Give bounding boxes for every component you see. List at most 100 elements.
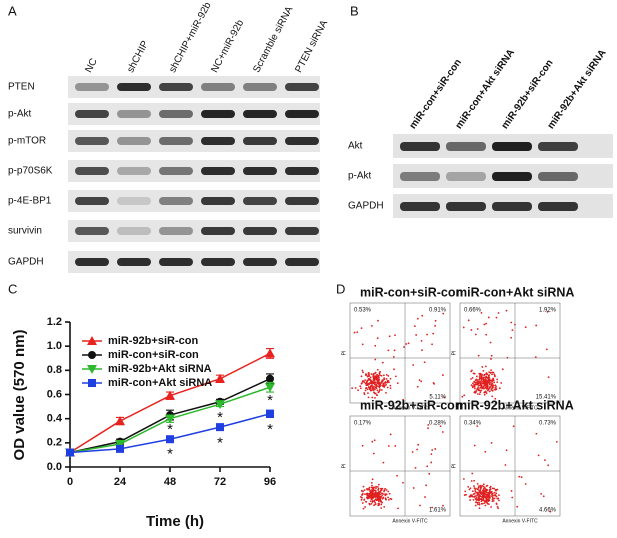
dot: [475, 375, 478, 378]
dot: [479, 384, 482, 387]
dot: [463, 394, 466, 397]
band: [446, 202, 486, 211]
dot: [396, 382, 399, 385]
quadrant-value: 4.66%: [539, 508, 557, 514]
quadrant-value: 1.92%: [539, 308, 557, 314]
dot: [535, 324, 538, 327]
band: [446, 172, 486, 181]
y-tick-label: 1.2: [47, 316, 62, 328]
marker: [115, 416, 125, 426]
dot: [474, 490, 477, 493]
dot: [498, 494, 500, 497]
dot: [478, 503, 481, 506]
dot: [421, 314, 424, 317]
dot: [385, 377, 388, 380]
dot: [364, 389, 367, 392]
dot: [383, 493, 385, 496]
dot: [468, 495, 471, 498]
dot: [363, 393, 366, 396]
quadrant-value: 0.34%: [464, 421, 482, 427]
dot: [486, 386, 489, 389]
dot: [374, 371, 377, 374]
y-tick-label: 0.4: [47, 413, 63, 425]
marker: [116, 444, 124, 453]
band: [538, 142, 578, 151]
dot: [520, 476, 523, 479]
dot: [479, 372, 482, 375]
dot: [483, 373, 486, 376]
band: [75, 83, 109, 91]
dot: [386, 386, 389, 389]
quadrant-value: 0.66%: [464, 308, 482, 314]
band: [538, 202, 578, 211]
dot: [491, 382, 494, 385]
dot: [384, 487, 387, 490]
dot: [359, 385, 362, 388]
dot: [487, 316, 490, 319]
dot: [494, 384, 497, 387]
dot: [376, 496, 379, 499]
marker: [66, 448, 74, 457]
dot: [430, 461, 433, 464]
dot: [474, 333, 477, 336]
dot: [385, 391, 387, 394]
dot: [462, 478, 465, 480]
band: [117, 83, 151, 91]
blot-strip: [68, 220, 320, 242]
dot: [486, 385, 489, 387]
dot: [357, 389, 359, 392]
dot: [387, 490, 390, 493]
dot: [494, 397, 497, 400]
dot: [360, 498, 363, 501]
dot: [372, 495, 375, 498]
dot: [377, 483, 380, 486]
dot: [493, 373, 496, 376]
dot: [483, 380, 486, 383]
dot: [378, 382, 381, 385]
row-label: GAPDH: [348, 201, 384, 212]
legend-label: miR-con+siR-con: [108, 349, 199, 361]
dot: [374, 396, 376, 399]
dot: [434, 325, 437, 327]
band: [285, 197, 319, 205]
dot: [403, 346, 405, 348]
dot: [490, 387, 493, 390]
marker: [87, 336, 97, 345]
lane-label: NC: [83, 57, 99, 75]
dot: [386, 381, 389, 384]
dot: [426, 333, 429, 336]
dot: [375, 384, 378, 387]
dot: [362, 507, 365, 510]
dot: [485, 485, 488, 487]
dot: [470, 384, 473, 387]
y-axis-label: PI: [341, 351, 347, 356]
band: [285, 227, 319, 235]
dot: [424, 496, 426, 498]
dot: [545, 348, 548, 351]
dot: [475, 381, 478, 384]
dot: [494, 375, 496, 378]
dot: [427, 427, 429, 430]
dot: [475, 496, 478, 499]
dot: [477, 382, 480, 385]
dot: [375, 485, 377, 488]
band: [243, 197, 277, 205]
row-label: GAPDH: [8, 257, 44, 268]
dot: [378, 390, 380, 393]
annotation: *: [267, 392, 273, 409]
dot: [484, 387, 487, 389]
dot: [360, 489, 363, 492]
blot-strip: [68, 76, 320, 98]
band: [492, 142, 532, 151]
dot: [492, 386, 494, 389]
band: [117, 227, 151, 235]
x-tick-label: 24: [114, 476, 127, 488]
dot: [486, 382, 489, 385]
dot: [489, 489, 491, 491]
dot: [479, 491, 482, 494]
dot: [416, 385, 419, 388]
band: [538, 172, 578, 181]
dot: [376, 485, 379, 488]
plot-title: miR-con+siR-con: [360, 285, 463, 299]
dot: [370, 482, 373, 484]
